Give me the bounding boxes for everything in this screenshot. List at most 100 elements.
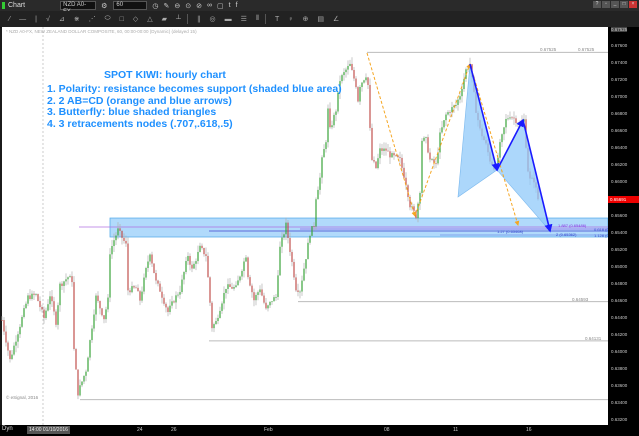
- price-tick: 0.66000: [611, 179, 628, 184]
- candle: [37, 294, 39, 302]
- target-icon[interactable]: ⊙: [185, 2, 192, 10]
- candle: [215, 321, 217, 325]
- candle: [225, 288, 227, 293]
- candle: [429, 152, 431, 160]
- candle: [303, 268, 305, 281]
- bars-icon[interactable]: ▬: [224, 15, 232, 23]
- maximize-button[interactable]: □: [620, 1, 628, 8]
- candle: [331, 125, 333, 128]
- candle: [371, 127, 373, 160]
- twitter-icon[interactable]: t: [228, 2, 231, 9]
- butterfly-triangle: [496, 119, 551, 232]
- close-button[interactable]: ×: [629, 1, 637, 8]
- candle: [227, 284, 229, 289]
- facebook-icon[interactable]: f: [235, 2, 238, 9]
- brush-icon[interactable]: ▰: [161, 16, 167, 23]
- candle: [419, 192, 421, 204]
- pencil-icon[interactable]: ✎: [163, 2, 170, 10]
- line-tool-icon[interactable]: ⁄: [9, 15, 11, 23]
- candle: [45, 310, 47, 319]
- candle: [417, 203, 419, 219]
- candle: [151, 254, 153, 264]
- columns-icon[interactable]: ⦀: [255, 15, 259, 22]
- price-tick: 0.65000: [611, 264, 628, 269]
- candle: [77, 369, 79, 396]
- candle: [501, 134, 503, 143]
- marker-icon[interactable]: ⊕: [302, 16, 309, 23]
- parallel-icon[interactable]: ∥: [196, 16, 201, 23]
- candle: [279, 246, 281, 276]
- candle: [3, 320, 5, 332]
- pitchfork-icon[interactable]: ⊿: [58, 16, 65, 23]
- minimize-button[interactable]: _: [611, 1, 619, 8]
- candle: [335, 111, 337, 115]
- abcd-blue-arrow: [469, 63, 500, 172]
- fib-icon[interactable]: ⋇: [73, 16, 80, 23]
- cycle-icon[interactable]: ◎: [209, 16, 216, 23]
- copyright: © eSignal, 2016: [6, 395, 39, 400]
- candle: [73, 282, 75, 350]
- candle: [437, 152, 439, 164]
- text-icon[interactable]: T: [274, 15, 280, 23]
- candle: [89, 340, 91, 358]
- pin-icon[interactable]: ♀: [288, 15, 294, 23]
- candle: [75, 349, 77, 370]
- time-tick: 16: [526, 427, 532, 433]
- price-axis[interactable]: 0.67525 0.67600 0.67400 0.67200 0.67000 0.668…: [608, 27, 639, 425]
- restore-button[interactable]: ▫: [602, 1, 610, 8]
- clock-icon[interactable]: ◷: [152, 2, 159, 10]
- candle: [455, 104, 457, 106]
- candle: [319, 177, 321, 190]
- rectangle-icon[interactable]: □: [119, 15, 124, 23]
- cancel-icon[interactable]: ⊘: [196, 2, 203, 10]
- help-button[interactable]: ?: [593, 1, 601, 8]
- candle: [11, 354, 13, 360]
- candle: [197, 251, 199, 262]
- link-icon[interactable]: ∞: [207, 2, 213, 9]
- candle: [97, 295, 99, 301]
- candle: [281, 237, 283, 247]
- candle: [61, 283, 63, 286]
- candle: [55, 311, 57, 325]
- lines-icon[interactable]: ☰: [240, 16, 247, 23]
- candle: [401, 157, 403, 168]
- candle: [403, 167, 405, 178]
- candle: [265, 302, 267, 309]
- candle: [383, 148, 385, 151]
- triangle-icon[interactable]: △: [147, 16, 153, 23]
- candle: [353, 69, 355, 79]
- mode-label[interactable]: Dyn: [2, 426, 13, 432]
- zoom-icon[interactable]: ∠: [332, 16, 340, 23]
- settings-icon[interactable]: ⚙: [101, 2, 108, 10]
- measure-icon[interactable]: ┴: [175, 15, 181, 23]
- circle-icon[interactable]: ⊖: [174, 2, 181, 10]
- candle: [5, 331, 7, 343]
- level-label: 0.67525: [578, 47, 595, 52]
- comment-icon[interactable]: ▢: [217, 2, 224, 10]
- candle: [9, 350, 11, 360]
- ellipse-icon[interactable]: ⬭: [104, 15, 111, 22]
- candle: [355, 78, 357, 88]
- vertical-line-icon[interactable]: |: [35, 15, 37, 23]
- divider: [264, 14, 266, 24]
- table-icon[interactable]: ▤: [317, 16, 324, 23]
- annotation-title: SPOT KIWI: hourly chart: [104, 69, 226, 81]
- candle: [239, 276, 241, 281]
- trend-icon[interactable]: √: [46, 15, 50, 23]
- gann-icon[interactable]: ⋰: [88, 16, 96, 23]
- candle: [63, 281, 65, 286]
- ruler-icon[interactable]: ◇: [132, 16, 139, 23]
- horizontal-line-icon[interactable]: —: [19, 15, 27, 23]
- abcd-orange-arrow: [366, 52, 417, 217]
- candle: [135, 287, 137, 289]
- interval-input[interactable]: 60: [113, 1, 148, 10]
- candle: [29, 295, 31, 299]
- candle: [405, 177, 407, 186]
- candle: [1, 320, 3, 321]
- candle: [79, 385, 81, 396]
- candle: [343, 72, 345, 76]
- time-axis[interactable]: Dyn 14:00 01/10/2016 24 26 Feb 08 11 16: [0, 425, 639, 436]
- candle: [67, 277, 69, 280]
- candle: [311, 226, 313, 236]
- candle: [427, 137, 429, 153]
